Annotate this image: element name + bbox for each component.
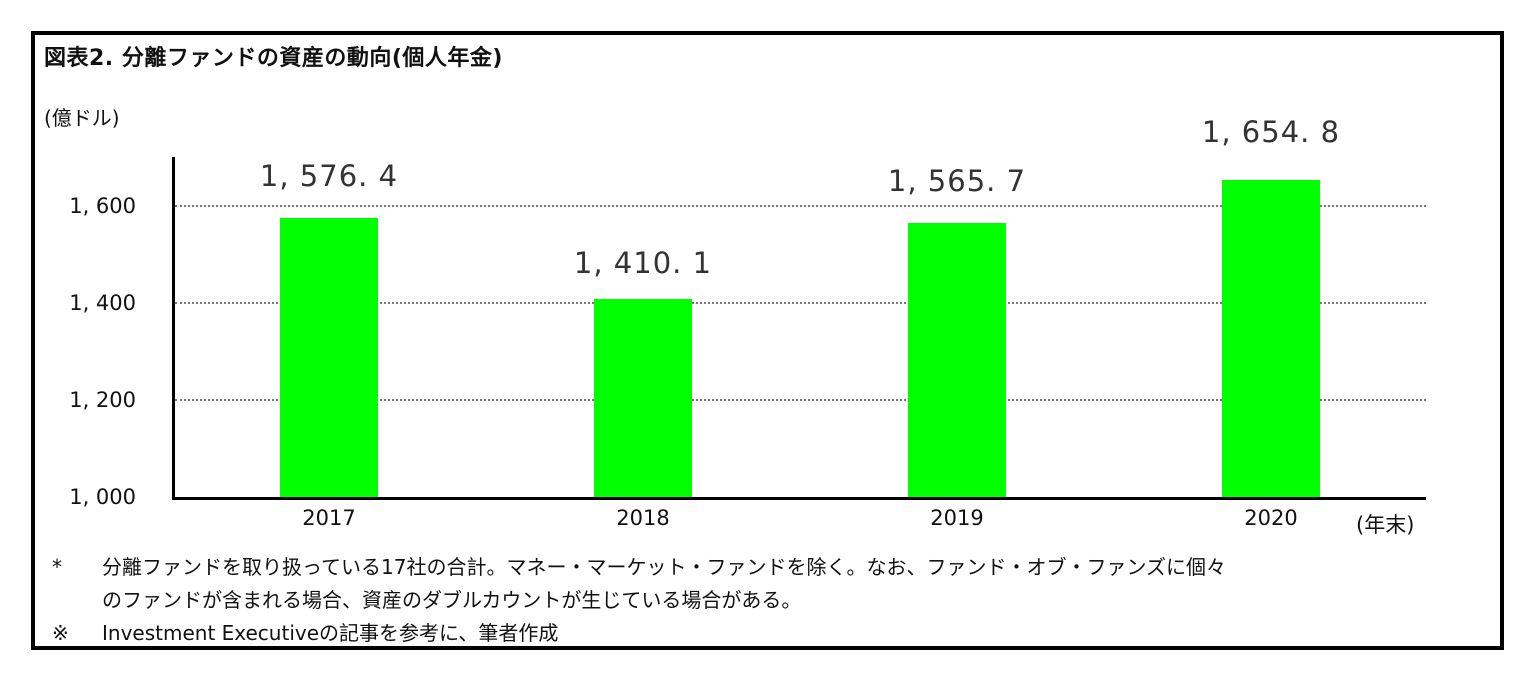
footnote-1: * 分離ファンドを取り扱っている17社の合計。マネー・マーケット・ファンドを除く。… [52,551,1226,580]
data-label-2017: 1, 576. 4 [259,159,399,193]
footnote-text: 分離ファンドを取り扱っている17社の合計。マネー・マーケット・ファンドを除く。な… [102,555,1227,579]
footnote-text: のファンドが含まれる場合、資産のダブルカウントが生じている場合がある。 [102,588,802,612]
footnote-mark: * [52,555,62,579]
data-label-2020: 1, 654. 8 [1201,115,1341,149]
x-tick-label: 2019 [930,506,984,530]
footnote-1-cont: のファンドが含まれる場合、資産のダブルカウントが生じている場合がある。 [52,584,801,613]
footnote-source: ※ Investment Executiveの記事を参考に、筆者作成 [52,617,558,646]
y-tick-label: 1, 000 [69,485,136,509]
y-tick-label: 1, 400 [69,291,136,315]
footnote-mark: ※ [52,621,69,645]
bar-2017 [280,218,378,497]
data-label-2019: 1, 565. 7 [887,164,1027,198]
y-axis [172,157,175,500]
x-axis [172,497,1426,500]
bar-2018 [594,299,692,497]
x-tick-label: 2017 [302,506,356,530]
bar-2019 [908,223,1006,497]
x-unit-label: (年末) [1356,513,1415,537]
y-tick-label: 1, 600 [69,194,136,218]
y-unit-label: (億ドル) [44,106,120,130]
gridline-1400 [175,302,1426,304]
bar-2020 [1222,180,1320,497]
data-label-2018: 1, 410. 1 [573,246,713,280]
y-tick-label: 1, 200 [69,388,136,412]
footnote-text: Investment Executiveの記事を参考に、筆者作成 [102,621,559,645]
gridline-1600 [175,205,1426,207]
x-tick-label: 2018 [616,506,670,530]
plot-area [172,157,1426,500]
x-tick-label: 2020 [1244,506,1298,530]
gridline-1200 [175,399,1426,401]
chart-title: 図表2. 分離ファンドの資産の動向(個人年金) [44,46,503,71]
